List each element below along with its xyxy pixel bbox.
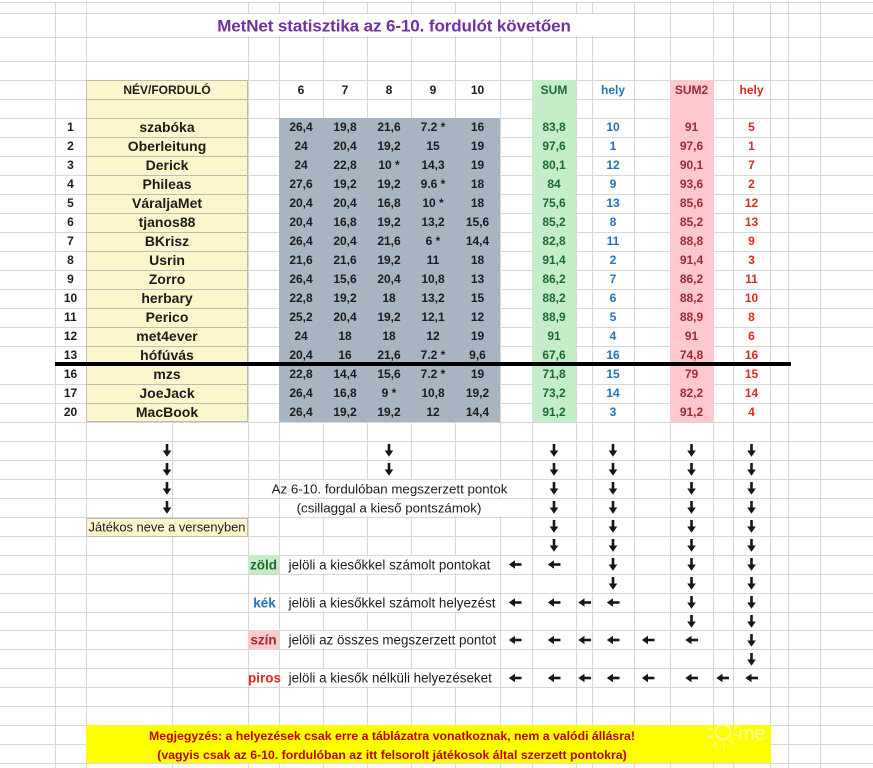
svg-text:me: me (738, 723, 766, 745)
